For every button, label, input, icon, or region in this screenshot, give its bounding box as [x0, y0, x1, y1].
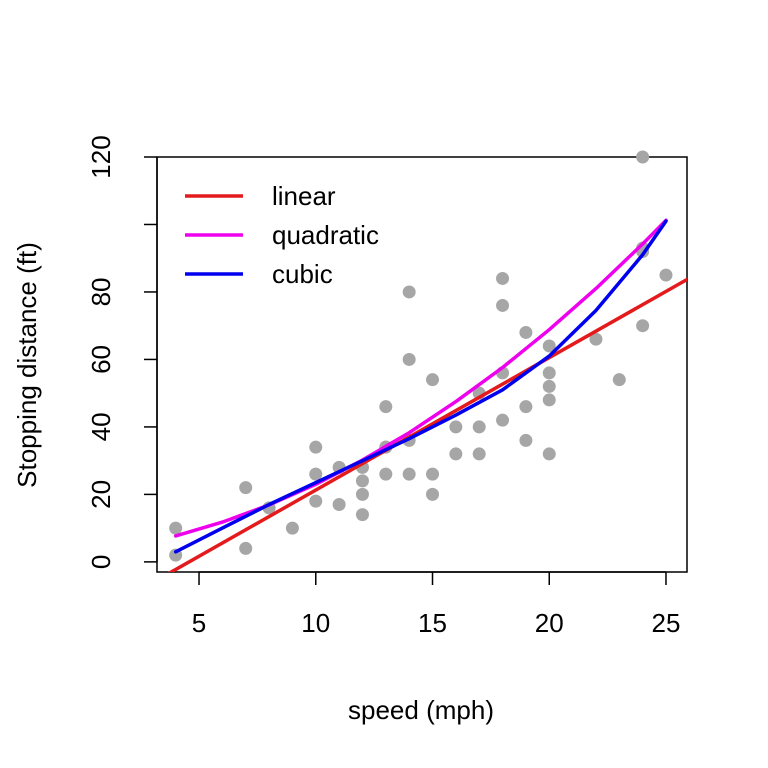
- data-point: [402, 352, 416, 366]
- data-point: [239, 481, 253, 495]
- data-point: [472, 420, 486, 434]
- data-point: [426, 373, 440, 387]
- x-tick-label: 20: [535, 608, 564, 638]
- data-point: [285, 521, 299, 535]
- data-point: [496, 271, 510, 285]
- data-point: [589, 332, 603, 346]
- fit-line-cubic: [173, 219, 668, 554]
- y-tick-label: 80: [86, 277, 116, 306]
- legend-label-linear: linear: [272, 181, 336, 211]
- data-point: [519, 433, 533, 447]
- data-point: [542, 393, 556, 407]
- data-point: [355, 508, 369, 522]
- x-tick-label: 10: [301, 608, 330, 638]
- y-tick-label: 120: [86, 135, 116, 178]
- data-point: [636, 150, 650, 164]
- legend: linear quadratic cubic: [185, 181, 379, 289]
- data-point: [355, 474, 369, 488]
- data-point: [449, 420, 463, 434]
- data-point: [472, 447, 486, 461]
- data-point: [239, 541, 253, 555]
- points-layer: [169, 150, 673, 562]
- x-tick-label: 15: [418, 608, 447, 638]
- y-axis: 0 20 40 60 80 120: [86, 135, 158, 569]
- legend-label-quadratic: quadratic: [272, 220, 379, 250]
- data-point: [309, 494, 323, 508]
- x-tick-label: 25: [652, 608, 681, 638]
- data-point: [355, 487, 369, 501]
- fit-line-linear: [167, 277, 687, 572]
- data-point: [542, 339, 556, 353]
- data-point: [636, 319, 650, 333]
- x-tick-label: 5: [192, 608, 206, 638]
- data-point: [659, 268, 673, 282]
- x-axis: 5 10 15 20 25: [192, 571, 681, 638]
- lines-layer: [167, 218, 687, 572]
- data-point: [496, 413, 510, 427]
- data-point: [519, 325, 533, 339]
- y-axis-title: Stopping distance (ft): [12, 242, 42, 488]
- data-point: [379, 467, 393, 481]
- data-point: [496, 298, 510, 312]
- y-tick-label: 40: [86, 412, 116, 441]
- data-point: [309, 467, 323, 481]
- data-point: [449, 447, 463, 461]
- data-point: [612, 373, 626, 387]
- y-tick-label: 0: [86, 555, 116, 569]
- data-point: [332, 498, 346, 512]
- data-point: [309, 440, 323, 454]
- data-point: [426, 467, 440, 481]
- data-point: [169, 521, 183, 535]
- data-point: [519, 400, 533, 414]
- data-point: [542, 379, 556, 393]
- plot-frame: [156, 156, 688, 573]
- legend-label-cubic: cubic: [272, 259, 333, 289]
- data-point: [379, 400, 393, 414]
- plot-area: [156, 156, 688, 573]
- data-point: [402, 467, 416, 481]
- data-point: [402, 285, 416, 299]
- data-point: [426, 487, 440, 501]
- data-point: [542, 366, 556, 380]
- y-tick-label: 20: [86, 480, 116, 509]
- y-tick-label: 60: [86, 345, 116, 374]
- data-point: [542, 447, 556, 461]
- x-axis-title: speed (mph): [348, 695, 494, 725]
